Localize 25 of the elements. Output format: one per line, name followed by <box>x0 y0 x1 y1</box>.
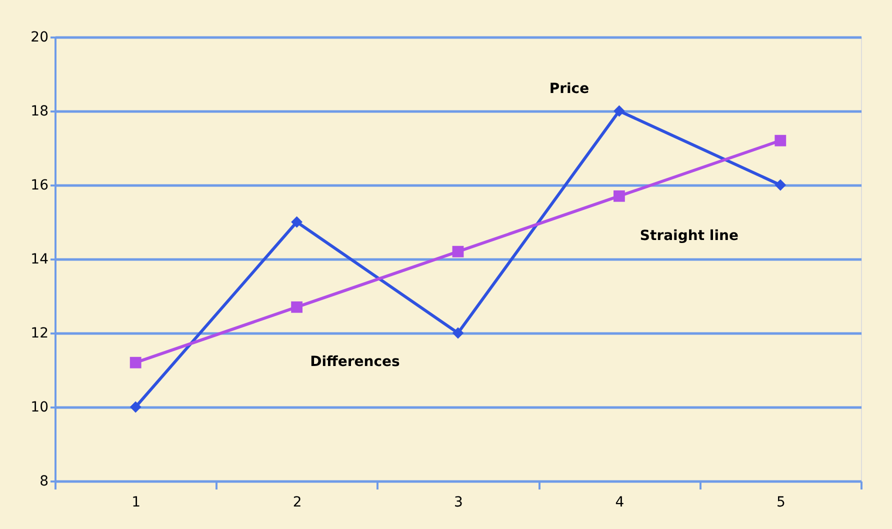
y-tick-label: 8 <box>40 474 48 490</box>
x-tick-label: 3 <box>454 494 463 510</box>
y-tick-label: 12 <box>30 326 48 342</box>
x-tick-label: 2 <box>292 494 302 510</box>
x-tick-label: 4 <box>615 494 624 510</box>
point <box>614 190 625 202</box>
point <box>130 401 142 413</box>
point <box>452 246 464 258</box>
point <box>774 179 786 191</box>
y-tick-label: 10 <box>30 400 48 416</box>
point <box>614 105 625 117</box>
y-tick-label: 14 <box>30 252 49 268</box>
point <box>774 134 786 146</box>
point <box>291 216 302 228</box>
x-tick-label: 5 <box>776 494 786 510</box>
point <box>452 327 464 339</box>
annotation: Differences <box>310 354 400 370</box>
y-tick-label: 18 <box>30 104 48 120</box>
text: Straight line <box>640 228 738 244</box>
point <box>130 356 142 368</box>
y-tick-label: 16 <box>30 178 49 194</box>
text: Price <box>549 81 590 97</box>
x-tick-label: 1 <box>132 494 141 510</box>
y-tick-label: 20 <box>30 30 48 46</box>
point <box>291 301 302 313</box>
